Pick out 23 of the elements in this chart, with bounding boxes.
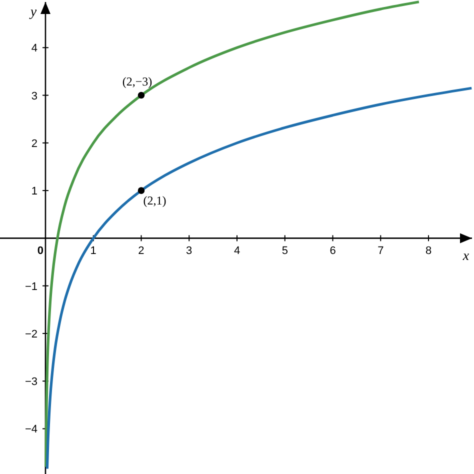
y-tick-label: 4 — [31, 42, 38, 55]
y-tick-label: −3 — [24, 376, 38, 388]
y-tick-label: −2 — [24, 328, 38, 340]
y-tick-label: 1 — [31, 186, 38, 198]
x-tick-label: 5 — [282, 245, 288, 258]
x-tick-label: 7 — [378, 245, 384, 258]
y-tick-label: −1 — [24, 280, 38, 293]
x-tick-label: 2 — [138, 245, 144, 258]
x-tick-label: 3 — [186, 245, 192, 258]
annotation: (2,1) — [143, 194, 166, 208]
y-tick-label: 3 — [31, 90, 38, 102]
x-tick-label: 8 — [425, 245, 432, 258]
line-series — [46, 86, 473, 470]
y-axis-title: y — [28, 5, 38, 20]
x-axis-title: x — [462, 249, 470, 264]
y-tick-label: −4 — [24, 424, 38, 436]
x-tick-label: 1 — [90, 245, 96, 258]
x-tick-label: 4 — [234, 245, 240, 258]
annotation: (2,−3) — [122, 74, 152, 88]
x-tick-label: 6 — [330, 245, 336, 258]
y-tick-label: 2 — [31, 138, 38, 150]
x-tick-label: 0 — [37, 245, 44, 258]
line-series — [44, 0, 420, 468]
